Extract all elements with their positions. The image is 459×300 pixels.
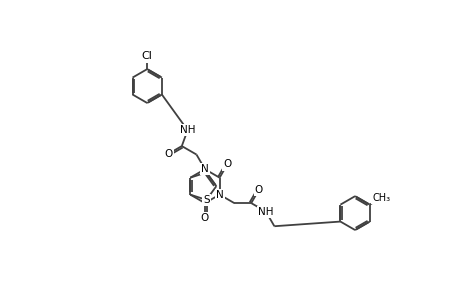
Text: NH: NH bbox=[179, 125, 195, 135]
Text: N: N bbox=[215, 190, 223, 200]
Text: Cl: Cl bbox=[141, 51, 152, 62]
Text: O: O bbox=[164, 149, 173, 159]
Text: O: O bbox=[201, 213, 209, 223]
Text: N: N bbox=[201, 164, 208, 174]
Text: S: S bbox=[202, 195, 209, 205]
Text: CH₃: CH₃ bbox=[372, 193, 390, 203]
Text: NH: NH bbox=[257, 207, 273, 217]
Text: O: O bbox=[254, 185, 263, 195]
Text: O: O bbox=[223, 160, 231, 170]
